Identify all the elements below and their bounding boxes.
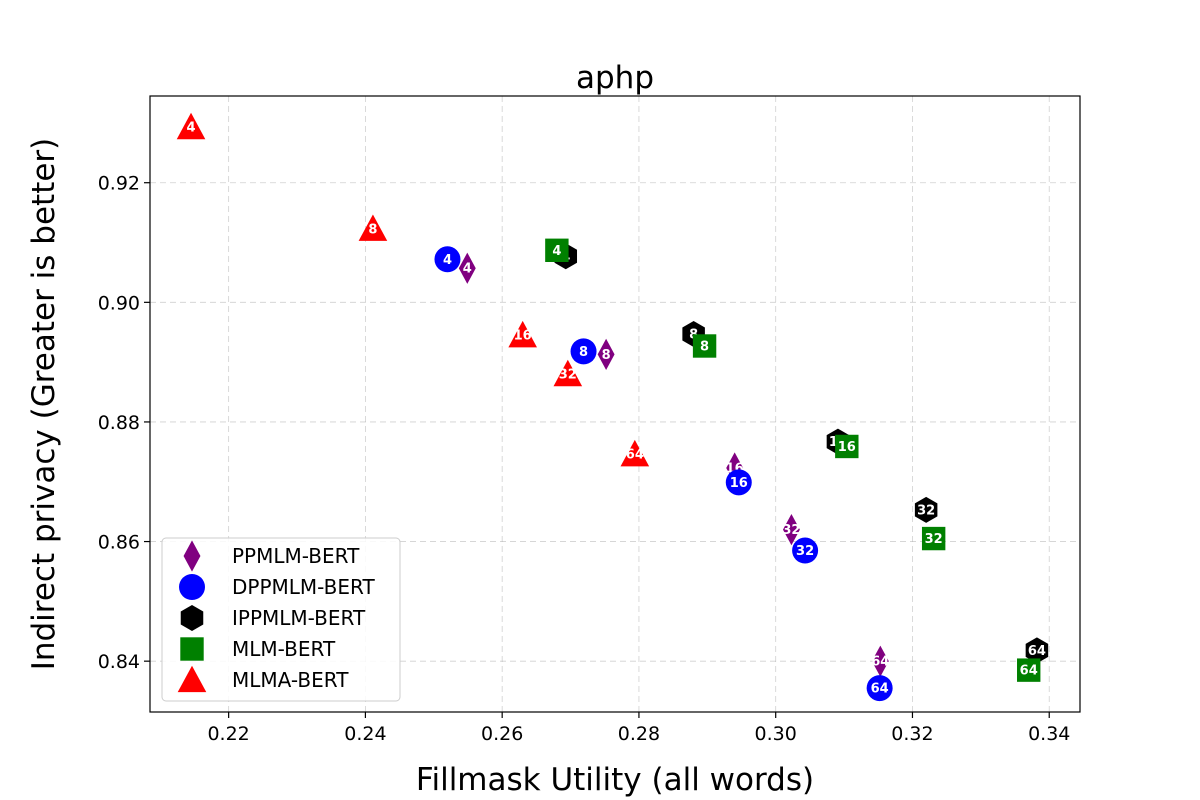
data-point-label: 64 (871, 682, 889, 697)
data-point (835, 434, 859, 459)
x-tick-label: 0.28 (618, 723, 660, 745)
data-point-label: 16 (838, 440, 856, 455)
legend-marker (180, 637, 204, 661)
series-dppmlm-bert: 4 8 16 32 64 (434, 246, 893, 702)
data-points: 4816326448163264481632644816326448163264 (176, 112, 1049, 702)
series-mlm-bert: 4 8 16 32 64 (545, 238, 1041, 682)
x-tick-label: 0.30 (755, 723, 797, 745)
x-tick-label: 0.32 (891, 723, 933, 745)
data-point (597, 338, 615, 370)
legend-marker (183, 540, 201, 572)
data-point (545, 238, 569, 262)
legend-marker (177, 665, 207, 693)
data-point-label: 8 (602, 348, 611, 363)
data-point-label: 16 (514, 329, 532, 344)
data-point (358, 214, 388, 241)
data-point (866, 675, 893, 702)
data-point-label: 32 (796, 544, 814, 559)
data-point-label: 64 (871, 655, 889, 670)
legend-label: MLMA-BERT (232, 668, 349, 692)
legend-marker (180, 605, 204, 631)
data-point-label: 8 (368, 222, 377, 237)
data-point-label: 8 (700, 339, 709, 354)
y-tick-label: 0.90 (98, 292, 140, 314)
legend-label: PPMLM-BERT (232, 544, 360, 568)
data-point (914, 496, 938, 523)
data-point (570, 338, 597, 365)
data-point (692, 334, 717, 358)
y-axis-title: Indirect privacy (Greater is better) (26, 138, 62, 671)
data-point-label: 32 (917, 503, 935, 518)
data-point (871, 645, 889, 677)
data-point (921, 526, 946, 551)
data-point-label: 8 (579, 345, 588, 360)
data-point (620, 439, 650, 467)
legend-box (161, 537, 401, 702)
data-point (553, 359, 583, 387)
plot-area-frame (149, 95, 1081, 713)
series-mlma-bert: 4 8 16 32 64 (176, 112, 650, 467)
chart-title: aphp (576, 60, 654, 96)
data-point (458, 252, 476, 284)
data-point (176, 112, 206, 140)
data-point (1017, 658, 1041, 682)
data-point (792, 537, 819, 564)
y-tick-label: 0.84 (98, 651, 140, 673)
data-point-label: 16 (730, 476, 748, 491)
data-point-label: 4 (443, 253, 452, 268)
data-point (725, 469, 752, 496)
y-tick-label: 0.86 (98, 532, 140, 554)
data-point (434, 246, 461, 273)
data-point-label: 32 (559, 368, 577, 383)
legend-label: MLM-BERT (232, 637, 336, 661)
x-tick-label: 0.24 (344, 723, 386, 745)
data-point (726, 452, 744, 484)
legend-label: DPPMLM-BERT (232, 575, 375, 599)
x-tick-label: 0.34 (1028, 723, 1070, 745)
data-point-label: 32 (782, 523, 800, 538)
x-axis-title: Fillmask Utility (all words) (416, 762, 814, 798)
data-point-label: 64 (1028, 644, 1046, 659)
data-point-label: 32 (925, 532, 943, 547)
y-tick-label: 0.88 (98, 412, 140, 434)
data-point-label: 64 (1020, 664, 1038, 679)
legend-marker (179, 574, 205, 600)
data-point (1025, 637, 1049, 664)
x-tick-label: 0.22 (207, 723, 249, 745)
data-point-label: 4 (552, 244, 561, 259)
data-point-label: 4 (187, 121, 196, 136)
legend: PPMLM-BERT DPPMLM-BERT IPPMLM-BERT MLM-BERT… (161, 537, 401, 702)
data-point (508, 320, 537, 348)
y-tick-label: 0.92 (98, 173, 140, 195)
data-point (782, 513, 800, 546)
x-tick-label: 0.26 (481, 723, 523, 745)
grid (150, 96, 1080, 712)
legend-label: IPPMLM-BERT (232, 606, 366, 630)
data-point-label: 4 (463, 262, 472, 277)
data-point-label: 64 (626, 448, 644, 463)
axis-ticks: 0.22 0.24 0.26 0.28 0.30 0.32 0.34 0.84 0.86 0.88… (98, 173, 1071, 745)
